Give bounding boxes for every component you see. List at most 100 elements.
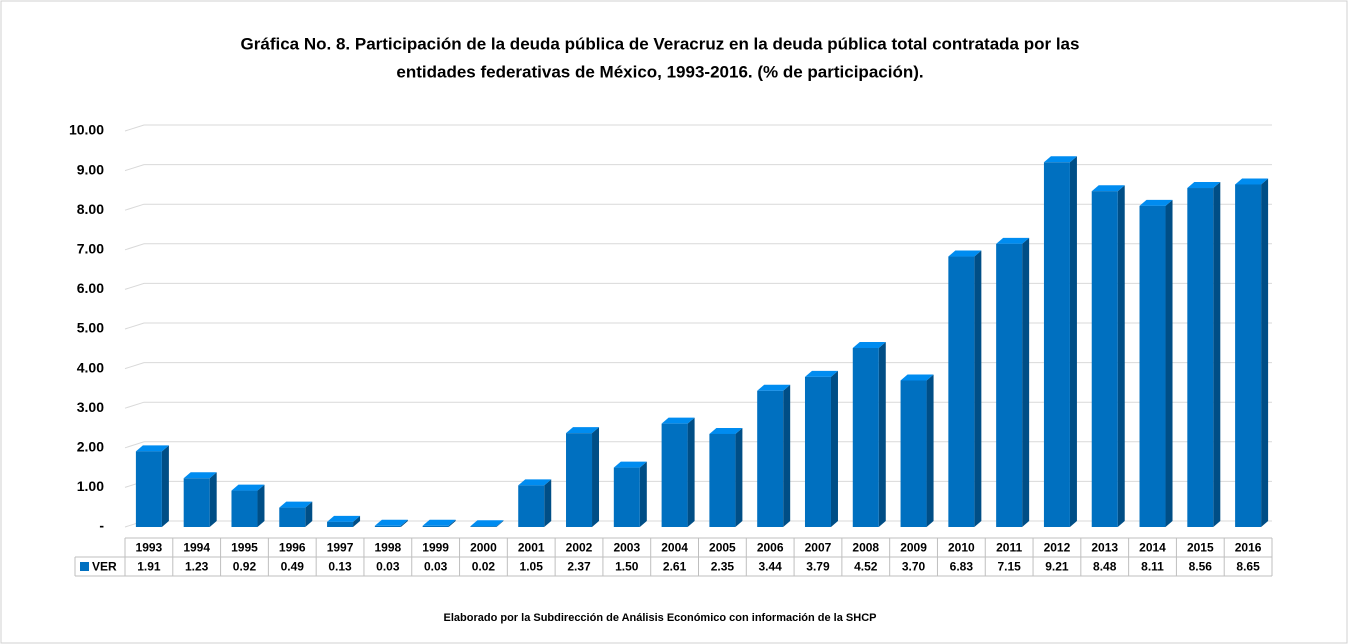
x-tick-label: 2015 — [1187, 541, 1214, 555]
x-tick-label: 2016 — [1235, 541, 1262, 555]
bar-side — [1069, 156, 1077, 527]
bar — [709, 433, 736, 527]
x-tick-label: 2014 — [1139, 541, 1166, 555]
grid-line — [124, 243, 1272, 251]
bar — [613, 467, 640, 527]
x-tick-label: 1996 — [279, 541, 306, 555]
bar — [279, 507, 306, 527]
x-tick-label: 2011 — [996, 541, 1022, 555]
chart-title: entidades federativas de México, 1993-20… — [396, 62, 923, 81]
bar-side — [687, 417, 695, 527]
grid-line — [124, 282, 1272, 290]
bar — [1187, 188, 1214, 528]
table-value: 2.37 — [567, 560, 591, 574]
table-value: 0.03 — [424, 560, 448, 574]
table-value: 6.83 — [950, 560, 974, 574]
bar — [518, 485, 545, 527]
bar-top — [327, 515, 361, 522]
x-tick-label: 2000 — [470, 541, 497, 555]
table-value: 2.35 — [711, 560, 735, 574]
bar-side — [257, 484, 265, 527]
source-note: Elaborado por la Subdirección de Análisi… — [444, 612, 877, 624]
bar — [757, 390, 784, 527]
bar-top — [135, 445, 169, 452]
bar-top — [566, 427, 600, 434]
bar-top — [948, 250, 982, 257]
table-value: 3.79 — [806, 560, 830, 574]
bar-side — [544, 479, 552, 527]
y-tick-label: 9.00 — [77, 161, 104, 177]
bar — [948, 256, 975, 527]
table-value: 8.65 — [1236, 560, 1260, 574]
bar-side — [592, 427, 600, 527]
table-value: 7.15 — [997, 560, 1021, 574]
x-tick-label: 2004 — [661, 541, 688, 555]
bar-top — [1091, 185, 1125, 192]
bar-side — [1022, 237, 1030, 528]
x-tick-label: 1995 — [231, 541, 258, 555]
bar — [900, 380, 927, 527]
x-tick-label: 1997 — [327, 541, 354, 555]
bar-top — [422, 519, 456, 526]
bar-top — [996, 237, 1030, 244]
y-tick-label: 1.00 — [77, 478, 104, 494]
bar-top — [852, 342, 886, 349]
table-value: 1.05 — [520, 560, 544, 574]
bar-side — [926, 374, 934, 527]
grid-line — [124, 322, 1272, 330]
bar — [996, 243, 1023, 528]
table-value: 0.02 — [472, 560, 496, 574]
bar-side — [783, 384, 791, 527]
bar-top — [279, 501, 313, 508]
bar-top — [518, 479, 552, 486]
x-tick-label: 2003 — [613, 541, 640, 555]
bar-side — [400, 519, 408, 527]
table-value: 9.21 — [1045, 560, 1069, 574]
bar-top — [613, 461, 647, 468]
grid-line — [124, 401, 1272, 409]
x-tick-label: 1994 — [183, 541, 210, 555]
x-tick-label: 1998 — [375, 541, 402, 555]
bar-side — [639, 461, 647, 527]
bar-top — [231, 484, 265, 491]
bar-top — [374, 519, 408, 526]
table-value: 8.11 — [1141, 560, 1164, 574]
bar-top — [470, 520, 504, 527]
bar-side — [1117, 185, 1125, 527]
bar — [470, 526, 497, 527]
bar-side — [1165, 199, 1173, 527]
bar-side — [735, 427, 743, 527]
bar — [852, 348, 879, 527]
bar — [327, 521, 354, 527]
table-value: 3.44 — [759, 560, 783, 574]
x-tick-label: 2006 — [757, 541, 784, 555]
table-value: 4.52 — [854, 560, 878, 574]
bar-side — [830, 370, 838, 527]
bar — [183, 478, 210, 527]
bar-top — [900, 374, 934, 381]
table-value: 1.50 — [615, 560, 639, 574]
table-value: 1.91 — [137, 560, 161, 574]
x-tick-label: 2013 — [1091, 541, 1118, 555]
y-tick-label: 7.00 — [77, 241, 104, 257]
grid-line — [124, 441, 1272, 449]
bar — [661, 423, 688, 527]
bar-side — [161, 445, 169, 527]
bar-top — [1187, 182, 1221, 189]
table-value: 2.61 — [663, 560, 687, 574]
bar-side — [209, 472, 217, 527]
table-value: 8.48 — [1093, 560, 1117, 574]
chart-title: Gráfica No. 8. Participación de la deuda… — [241, 34, 1080, 53]
y-tick-label: 4.00 — [77, 359, 104, 375]
x-tick-label: 2001 — [518, 541, 545, 555]
bar-side — [496, 520, 504, 527]
y-tick-label: 6.00 — [77, 280, 104, 296]
bar-side — [878, 342, 886, 527]
x-tick-label: 2008 — [852, 541, 879, 555]
x-tick-label: 2007 — [805, 541, 832, 555]
bar — [422, 525, 449, 527]
bar — [1043, 162, 1070, 527]
table-value: 0.49 — [281, 560, 305, 574]
bar — [1235, 184, 1262, 527]
